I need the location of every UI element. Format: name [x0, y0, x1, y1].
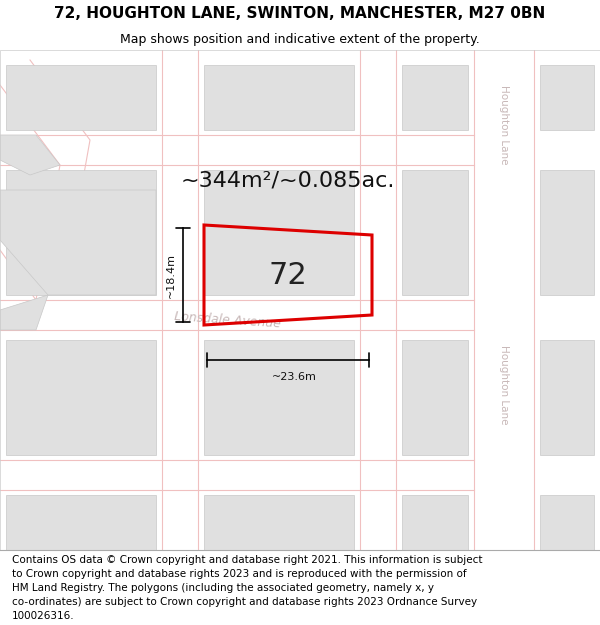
- Polygon shape: [0, 190, 156, 295]
- Text: 72: 72: [269, 261, 307, 289]
- Text: 72, HOUGHTON LANE, SWINTON, MANCHESTER, M27 0BN: 72, HOUGHTON LANE, SWINTON, MANCHESTER, …: [55, 6, 545, 21]
- Text: Lonsdale Avenue: Lonsdale Avenue: [174, 310, 282, 330]
- Bar: [402, 170, 468, 295]
- Text: to Crown copyright and database rights 2023 and is reproduced with the permissio: to Crown copyright and database rights 2…: [12, 569, 467, 579]
- Bar: [6, 65, 156, 130]
- Bar: [204, 495, 354, 550]
- Bar: [540, 170, 594, 295]
- Bar: [402, 495, 468, 550]
- Text: ~23.6m: ~23.6m: [272, 372, 316, 382]
- Text: Map shows position and indicative extent of the property.: Map shows position and indicative extent…: [120, 32, 480, 46]
- Polygon shape: [0, 135, 60, 175]
- Bar: [204, 65, 354, 130]
- Bar: [540, 340, 594, 455]
- Text: 100026316.: 100026316.: [12, 611, 74, 621]
- Text: co-ordinates) are subject to Crown copyright and database rights 2023 Ordnance S: co-ordinates) are subject to Crown copyr…: [12, 597, 477, 607]
- Bar: [540, 495, 594, 550]
- Bar: [402, 340, 468, 455]
- Text: ~344m²/~0.085ac.: ~344m²/~0.085ac.: [181, 170, 395, 190]
- Text: Houghton Lane: Houghton Lane: [499, 85, 509, 165]
- Polygon shape: [0, 295, 48, 330]
- Text: Contains OS data © Crown copyright and database right 2021. This information is : Contains OS data © Crown copyright and d…: [12, 555, 482, 565]
- Bar: [6, 170, 156, 295]
- Bar: [6, 340, 156, 455]
- Text: Houghton Lane: Houghton Lane: [499, 345, 509, 425]
- Text: HM Land Registry. The polygons (including the associated geometry, namely x, y: HM Land Registry. The polygons (includin…: [12, 583, 434, 593]
- Bar: [402, 65, 468, 130]
- Text: ~18.4m: ~18.4m: [166, 253, 176, 298]
- Bar: [540, 65, 594, 130]
- Bar: [204, 340, 354, 455]
- Bar: [204, 170, 354, 295]
- Bar: [6, 495, 156, 550]
